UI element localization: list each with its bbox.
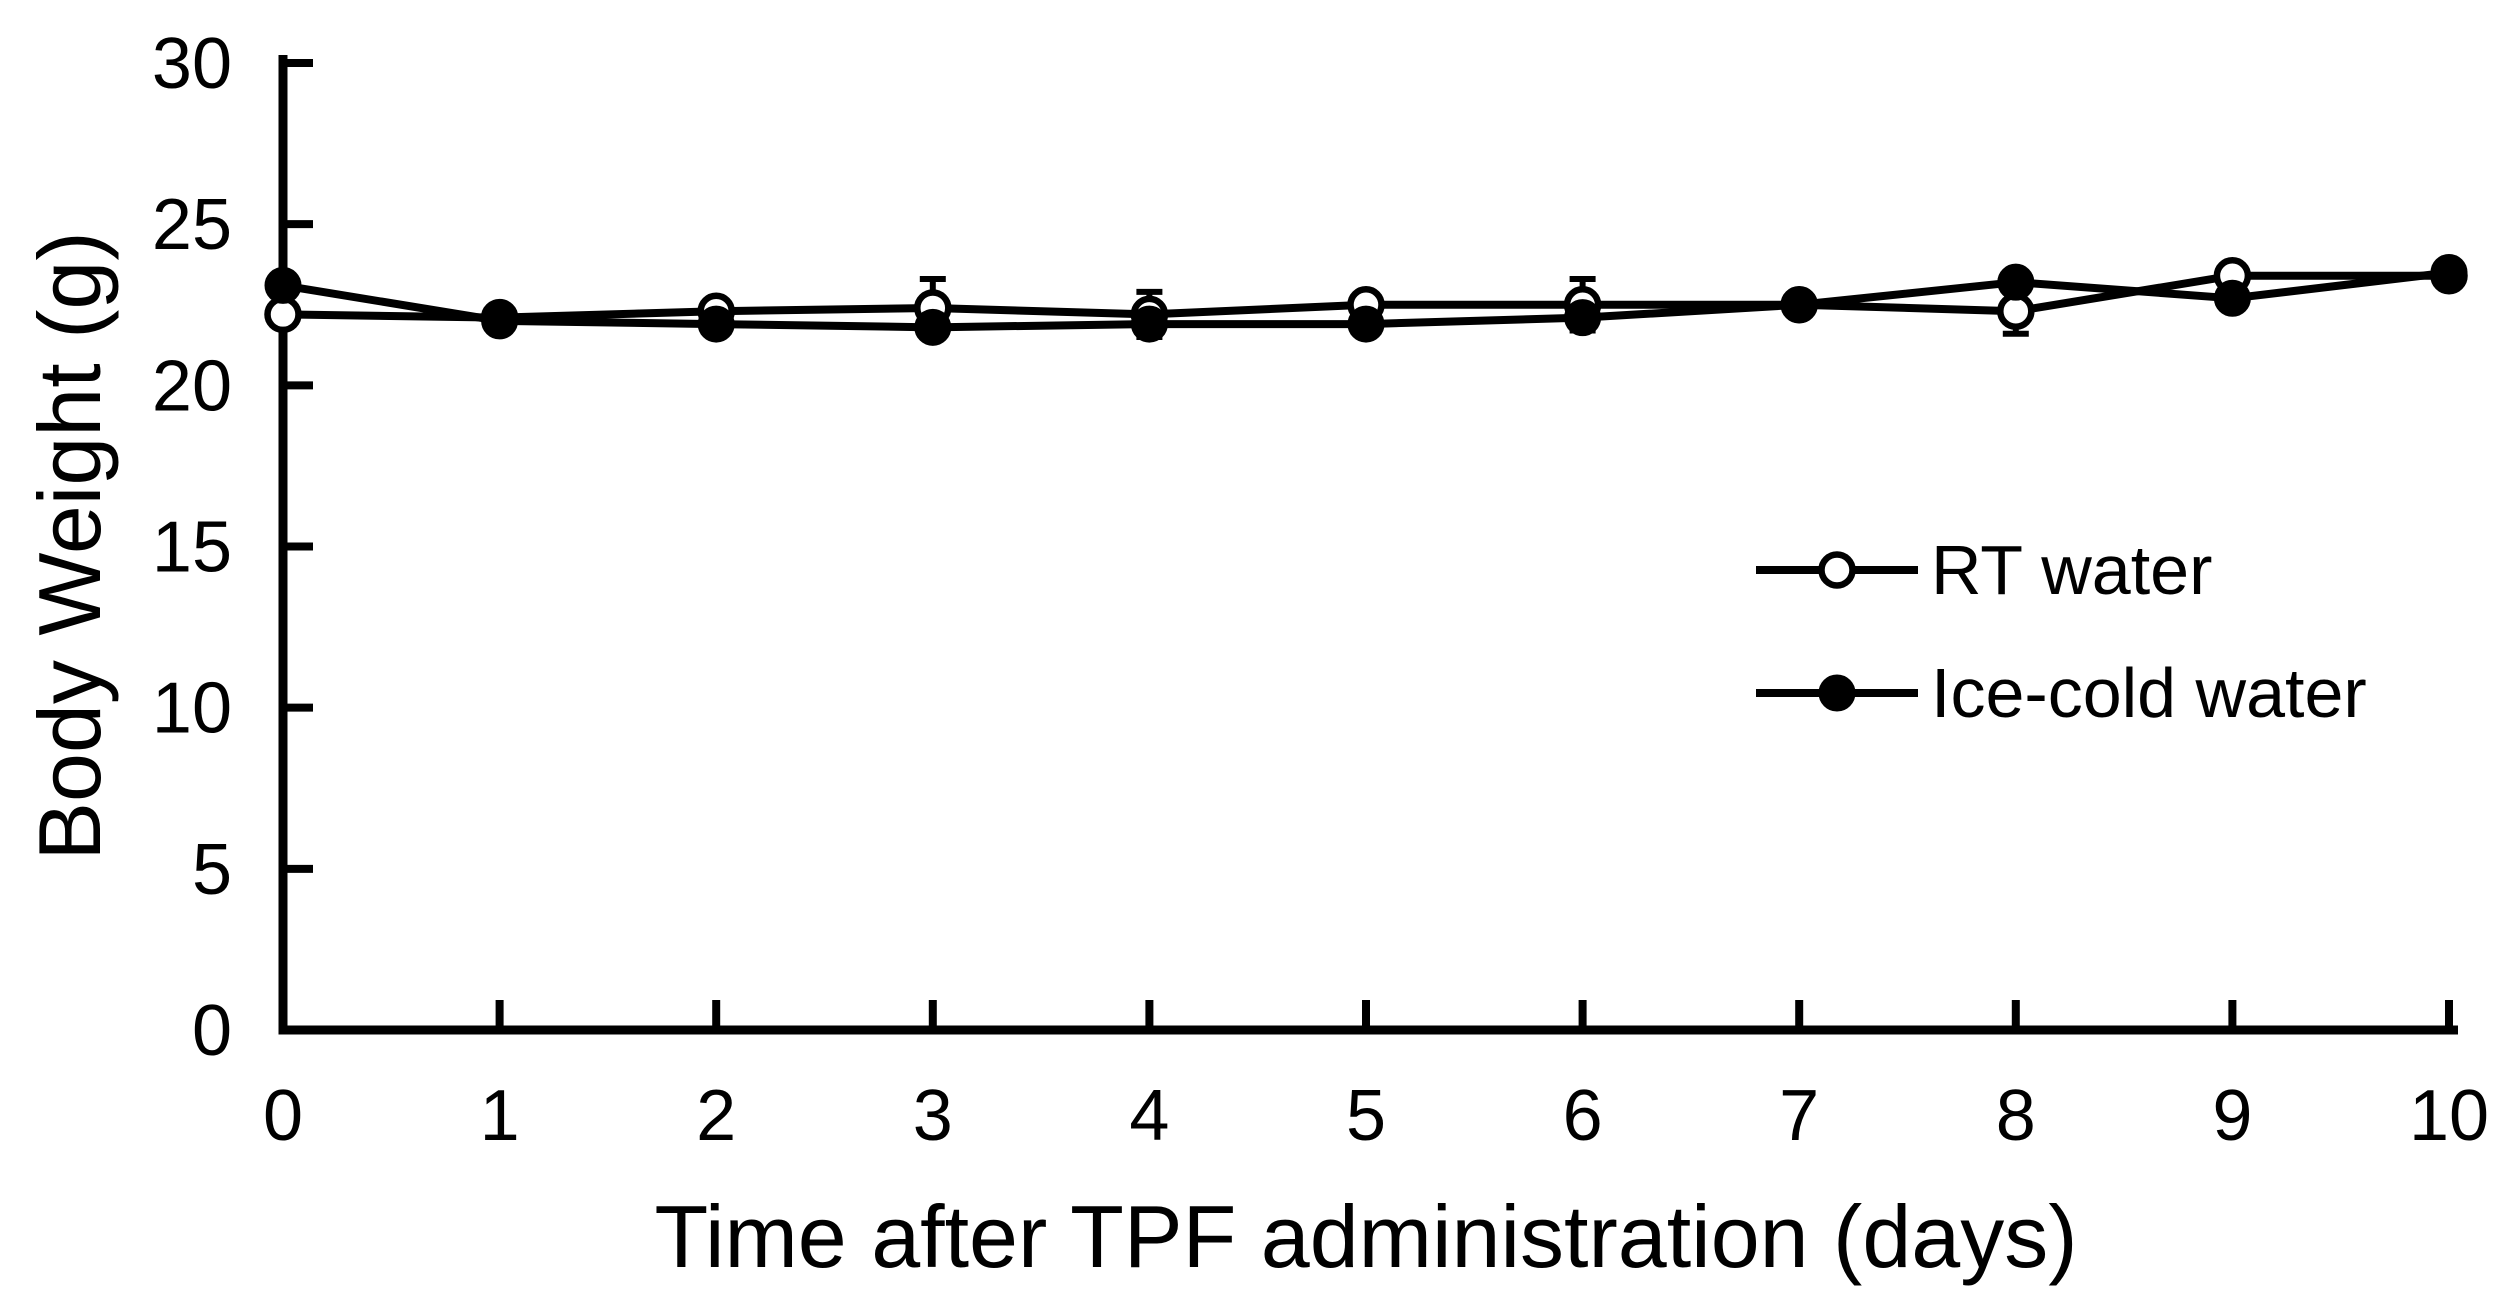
x-tick-label: 9 <box>2212 1076 2252 1156</box>
x-tick-label: 10 <box>2409 1076 2489 1156</box>
legend-item-rt-water: RT water <box>1753 533 2212 607</box>
x-tick-label: 7 <box>1779 1076 1819 1156</box>
x-tick-label: 0 <box>263 1076 303 1156</box>
marker-filled-circle-ice-cold-water <box>2430 254 2468 292</box>
x-tick-label: 1 <box>480 1076 520 1156</box>
x-tick-label: 6 <box>1563 1076 1603 1156</box>
x-tick-label: 2 <box>696 1076 736 1156</box>
x-axis-title: Time after TPF administration (days) <box>654 1187 2078 1286</box>
marker-filled-circle-ice-cold-water <box>481 302 519 340</box>
legend-marker-filled-circle-icon <box>1756 674 1918 712</box>
y-axis-title: Body Weight (g) <box>20 231 119 861</box>
y-tick-label: 5 <box>192 830 232 910</box>
y-tick-label: 0 <box>192 991 232 1071</box>
x-tick-label: 3 <box>913 1076 953 1156</box>
y-tick-label: 30 <box>152 24 232 104</box>
marker-filled-circle-ice-cold-water <box>697 305 735 343</box>
y-tick-label: 20 <box>152 346 232 426</box>
x-tick-label: 5 <box>1346 1076 1386 1156</box>
x-tick-label: 8 <box>1996 1076 2036 1156</box>
marker-filled-circle-ice-cold-water <box>1347 305 1385 343</box>
marker-filled-circle-ice-cold-water <box>1564 299 1602 337</box>
marker-filled-circle-ice-cold-water <box>1130 305 1168 343</box>
legend-item-ice-cold-water: Ice-cold water <box>1753 656 2367 730</box>
marker-filled-circle-ice-cold-water <box>264 266 302 304</box>
y-tick-label: 15 <box>152 508 232 588</box>
legend-label-rt-water: RT water <box>1931 531 2213 609</box>
x-tick-label: 4 <box>1129 1076 1169 1156</box>
marker-filled-circle-ice-cold-water <box>914 308 952 346</box>
marker-filled-circle-ice-cold-water <box>1997 263 2035 301</box>
marker-filled-circle-ice-cold-water <box>2213 279 2251 317</box>
y-tick-label: 10 <box>152 669 232 749</box>
y-tick-label: 25 <box>152 185 232 265</box>
legend-label-ice-cold-water: Ice-cold water <box>1931 654 2367 732</box>
legend-marker-open-circle-icon <box>1756 551 1918 589</box>
marker-filled-circle-ice-cold-water <box>1780 286 1818 324</box>
